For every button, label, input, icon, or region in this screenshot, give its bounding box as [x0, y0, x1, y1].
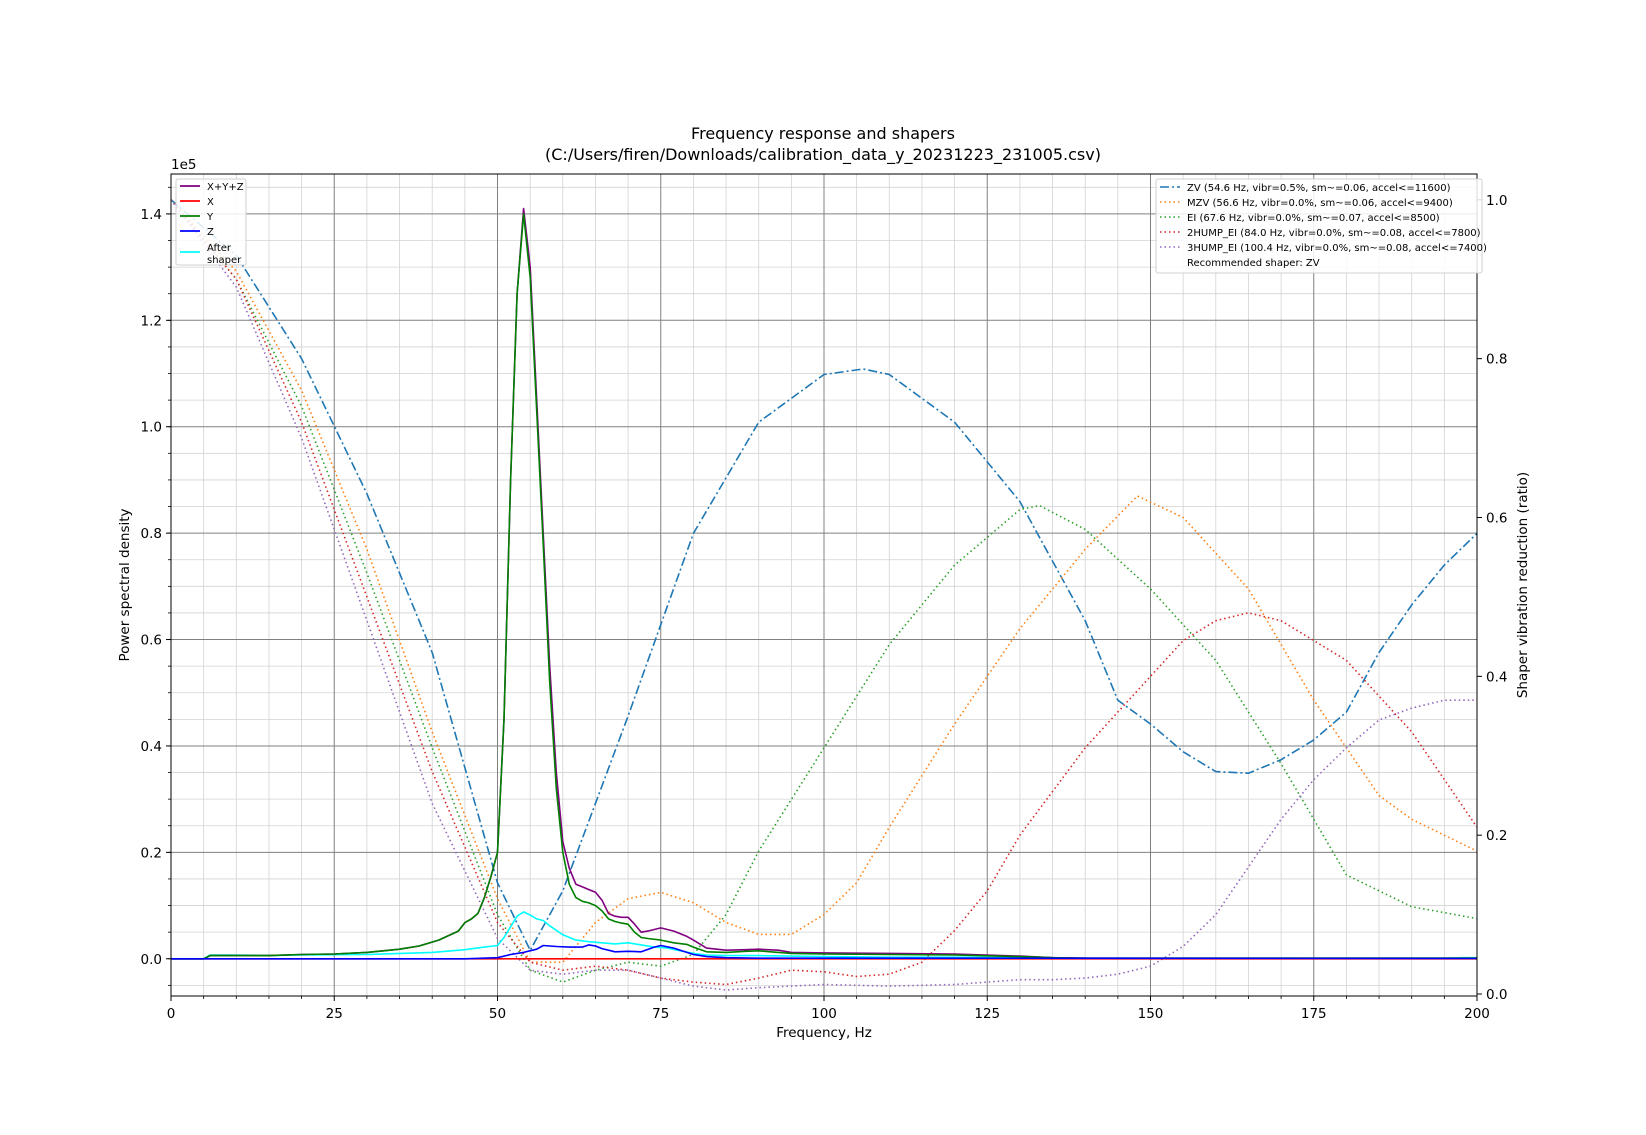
- x-tick-label: 25: [326, 1006, 343, 1022]
- y-left-tick-label: 0.6: [141, 633, 162, 649]
- y-right-tick-label: 1.0: [1486, 193, 1507, 209]
- y-right-tick-label: 0.2: [1486, 828, 1507, 844]
- x-tick-label: 50: [489, 1006, 506, 1022]
- y-right-tick-label: 0.6: [1486, 510, 1507, 526]
- shaper-series-line-2: [170, 199, 1478, 983]
- y-left-tick-label: 1.2: [141, 313, 162, 329]
- y-left-tick-label: 1.4: [141, 207, 162, 223]
- y-left-offset-label: 1e5: [171, 157, 196, 173]
- plot-series: [170, 199, 1478, 991]
- recommended-shaper-text: Recommended shaper: ZV: [1187, 258, 1320, 269]
- psd-legend-after-shaper: After shaper: [207, 243, 242, 266]
- shaper-legend-mzv: MZV (56.6 Hz, vibr=0.0%, sm~=0.06, accel…: [1187, 198, 1453, 209]
- psd-legend-xyz: X+Y+Z: [207, 182, 244, 193]
- psd-series-line-2: [171, 213, 1477, 960]
- y-left-tick-label: 0.2: [141, 845, 162, 861]
- shaper-legend-ei: EI (67.6 Hz, vibr=0.0%, sm~=0.07, accel<…: [1187, 213, 1440, 224]
- psd-legend: X+Y+Z X Y Z After shaper: [175, 178, 247, 266]
- y-right-tick-label: 0.0: [1486, 987, 1507, 1003]
- chart-title-line1: Frequency response and shapers: [691, 124, 955, 143]
- x-axis-label: Frequency, Hz: [776, 1025, 872, 1041]
- shaper-legend: ZV (54.6 Hz, vibr=0.5%, sm~=0.06, accel<…: [1155, 178, 1487, 274]
- x-tick-label: 200: [1464, 1006, 1490, 1022]
- psd-legend-x: X: [207, 197, 214, 208]
- y-right-axis-ticks: 0.0 0.2 0.4 0.6 0.8 1.0: [1477, 193, 1507, 1003]
- shaper-series-line-4: [170, 199, 1477, 991]
- shaper-legend-zv: ZV (54.6 Hz, vibr=0.5%, sm~=0.06, accel<…: [1187, 183, 1451, 194]
- y-right-tick-label: 0.4: [1486, 669, 1507, 685]
- x-tick-label: 150: [1138, 1006, 1164, 1022]
- x-tick-label: 125: [974, 1006, 1000, 1022]
- shaper-legend-2hump-ei: 2HUMP_EI (84.0 Hz, vibr=0.0%, sm~=0.08, …: [1187, 228, 1481, 239]
- psd-series-line-3: [171, 944, 1478, 960]
- y-left-tick-label: 0.4: [141, 739, 162, 755]
- y-left-axis-ticks: 0.0 0.2 0.4 0.6 0.8 1.0 1.2 1.4: [141, 186, 171, 986]
- x-tick-label: 100: [811, 1006, 837, 1022]
- y-right-axis-label: Shaper vibration reduction (ratio): [1515, 472, 1531, 698]
- chart-title-line2: (C:/Users/firen/Downloads/calibration_da…: [545, 145, 1101, 165]
- x-tick-label: 75: [652, 1006, 669, 1022]
- psd-legend-y: Y: [206, 212, 214, 223]
- y-right-tick-label: 0.8: [1486, 352, 1507, 368]
- y-left-tick-label: 0.8: [141, 526, 162, 542]
- shaper-legend-3hump-ei: 3HUMP_EI (100.4 Hz, vibr=0.0%, sm~=0.08,…: [1187, 243, 1487, 254]
- x-tick-label: 175: [1301, 1006, 1327, 1022]
- y-left-tick-label: 1.0: [141, 420, 162, 436]
- shaper-series-line-1: [170, 199, 1478, 964]
- shaper-series-line-3: [170, 199, 1478, 986]
- psd-series-line-4: [171, 911, 1477, 960]
- y-left-tick-label: 0.0: [141, 952, 162, 968]
- shaper-series-line-0: [170, 199, 1478, 952]
- x-axis-ticks: 0 25 50 75 100 125 150 175 200: [167, 996, 1490, 1022]
- psd-legend-z: Z: [207, 227, 214, 238]
- y-left-axis-label: Power spectral density: [117, 508, 133, 661]
- x-tick-label: 0: [167, 1006, 176, 1022]
